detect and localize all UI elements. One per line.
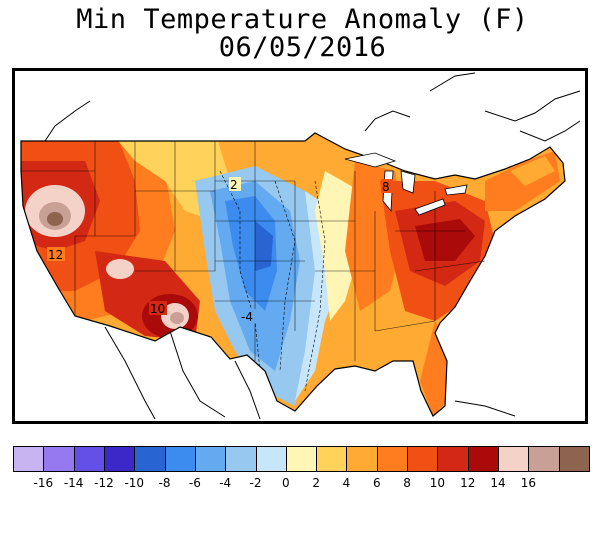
legend-tick-label: 16 [520, 476, 536, 490]
legend-swatch [376, 446, 409, 472]
legend-swatch [13, 446, 45, 472]
color-legend [13, 446, 590, 474]
legend-swatch [43, 446, 75, 472]
contour-lines [219, 170, 326, 392]
legend-tick-label: 12 [460, 476, 476, 490]
legend-swatch [528, 446, 560, 472]
contour-label-10: 10 [150, 302, 165, 316]
legend-tick-label: 10 [429, 476, 446, 490]
contour-label-layer: 12 10 -4 2 8 [47, 177, 393, 324]
legend-swatch [467, 446, 500, 472]
legend-swatch [225, 446, 257, 472]
legend-tick-label: -14 [63, 476, 84, 490]
mexico-coastline [104, 326, 261, 420]
contour-label-8: 8 [382, 180, 390, 194]
us-outline [20, 132, 566, 417]
legend-swatch [346, 446, 378, 472]
legend-tick-label: -2 [249, 476, 262, 490]
legend-swatch [498, 446, 530, 472]
map-title: Min Temperature Anomaly (F) [76, 4, 529, 35]
legend-swatch [255, 446, 287, 472]
us-borders [20, 132, 566, 417]
legend-swatch [316, 446, 348, 472]
canada-coastline [44, 72, 581, 142]
legend-tick-label: -8 [158, 476, 171, 490]
contour-label-12: 12 [48, 248, 63, 262]
legend-tick-label: -10 [124, 476, 145, 490]
legend-swatch [73, 446, 105, 472]
neighbor-borders [44, 72, 581, 420]
legend-swatch [558, 446, 590, 472]
legend-swatch [194, 446, 227, 472]
legend-tick-label: -16 [33, 476, 54, 490]
legend-swatch [103, 446, 136, 472]
lake-huron [400, 170, 416, 194]
legend-tick-label: -6 [188, 476, 201, 490]
legend-tick-label: 2 [312, 476, 320, 490]
map-date: 06/05/2016 [218, 32, 387, 63]
legend-tick-label: 14 [490, 476, 506, 490]
anomaly-map: 12 10 -4 2 8 [20, 72, 581, 420]
legend-tick-label: 0 [282, 476, 290, 490]
legend-tick-label: 6 [372, 476, 381, 490]
legend-swatch [134, 446, 166, 472]
legend-swatch [164, 446, 196, 472]
state-lines [21, 141, 486, 361]
legend-tick-label: 8 [403, 476, 411, 490]
lake-ontario [444, 184, 468, 196]
anomaly-fill [21, 133, 565, 416]
legend-swatch [407, 446, 439, 472]
legend-tick-label: 4 [342, 476, 351, 490]
contour-label-2: 2 [230, 178, 238, 192]
contour-label-minus4: -4 [241, 310, 253, 324]
map-panel: 12 10 -4 2 8 [12, 68, 588, 424]
legend-tick-label: -4 [219, 476, 232, 490]
lake-erie [414, 198, 446, 216]
legend-swatch [285, 446, 318, 472]
cuba-coastline [454, 400, 516, 417]
legend-swatch [437, 446, 469, 472]
lake-superior [344, 152, 397, 168]
legend-tick-label: -12 [94, 476, 114, 490]
